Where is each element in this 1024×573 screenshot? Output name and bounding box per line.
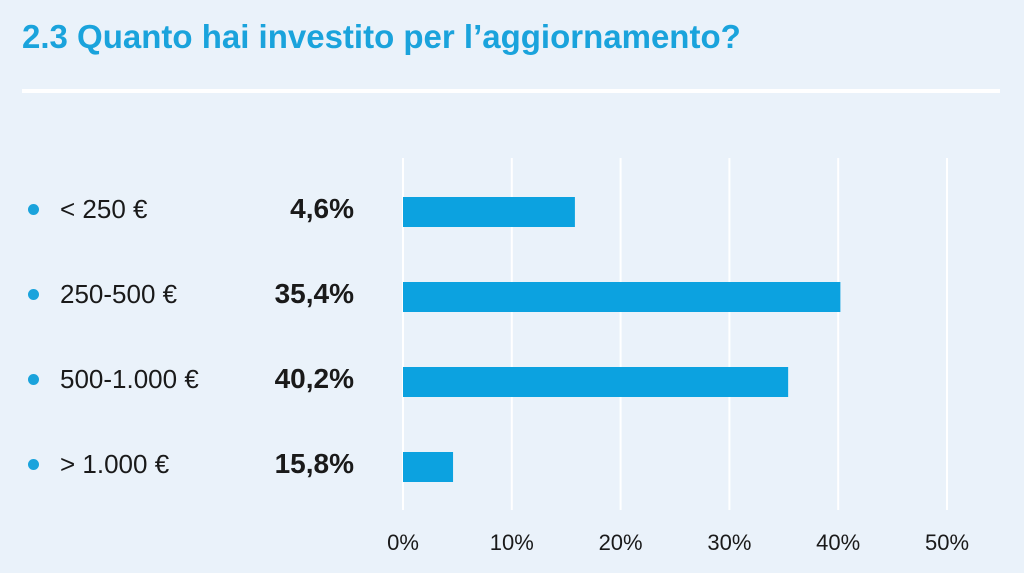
category-label: 500-1.000 € <box>60 363 199 394</box>
row-label: 250-500 € <box>28 279 177 309</box>
x-tick-label: 50% <box>925 530 969 555</box>
bar <box>403 197 575 227</box>
bar <box>403 282 841 312</box>
bullet-icon <box>28 203 39 215</box>
bar <box>403 367 789 397</box>
category-label: < 250 € <box>60 193 148 224</box>
x-tick-label: 20% <box>599 530 643 555</box>
bar <box>403 452 454 482</box>
percent-label: 15,8% <box>274 448 354 479</box>
row-label: 500-1.000 € <box>28 364 199 394</box>
percent-label: 40,2% <box>274 363 354 394</box>
bullet-icon <box>28 458 39 470</box>
title-divider <box>22 89 1000 93</box>
x-tick-label: 30% <box>707 530 751 555</box>
row-label: < 250 € <box>28 194 147 224</box>
x-tick-label: 10% <box>490 530 534 555</box>
category-label: > 1.000 € <box>60 448 170 479</box>
x-tick-label: 40% <box>816 530 860 555</box>
bullet-icon <box>28 288 39 300</box>
percent-label: 35,4% <box>274 278 354 309</box>
bullet-icon <box>28 373 39 385</box>
row-label: > 1.000 € <box>28 449 169 479</box>
page-title: 2.3 Quanto hai investito per l’aggiornam… <box>22 18 741 55</box>
category-label: 250-500 € <box>60 278 178 309</box>
percent-label: 4,6% <box>290 193 354 224</box>
x-tick-label: 0% <box>387 530 419 555</box>
